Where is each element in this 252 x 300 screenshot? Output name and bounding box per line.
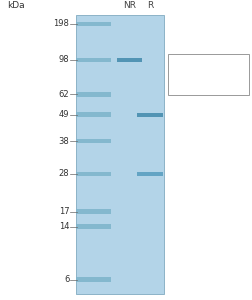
Bar — [76, 15, 164, 294]
Bar — [76, 224, 111, 229]
Text: 2.5 μg loading
NR = Non-reduced
R = Reduced: 2.5 μg loading NR = Non-reduced R = Redu… — [172, 58, 237, 81]
Text: 98: 98 — [59, 56, 69, 64]
Text: 62: 62 — [59, 90, 69, 99]
Bar — [76, 277, 111, 282]
Bar — [117, 58, 142, 62]
Text: R: R — [147, 2, 153, 10]
Text: 49: 49 — [59, 110, 69, 119]
Bar — [76, 58, 111, 62]
Text: 14: 14 — [59, 222, 69, 231]
Text: 38: 38 — [58, 136, 69, 146]
Bar — [76, 139, 111, 143]
Text: NR: NR — [123, 2, 136, 10]
Text: 17: 17 — [59, 207, 69, 216]
Bar — [137, 172, 163, 176]
Text: kDa: kDa — [8, 2, 25, 10]
Bar — [76, 22, 111, 26]
Text: 28: 28 — [59, 169, 69, 178]
Bar — [76, 209, 111, 214]
Bar — [168, 54, 249, 94]
Bar — [76, 172, 111, 176]
Text: 198: 198 — [53, 20, 69, 28]
Text: 6: 6 — [64, 275, 69, 284]
Bar — [137, 112, 163, 117]
Bar — [76, 112, 111, 117]
Bar — [76, 92, 111, 97]
